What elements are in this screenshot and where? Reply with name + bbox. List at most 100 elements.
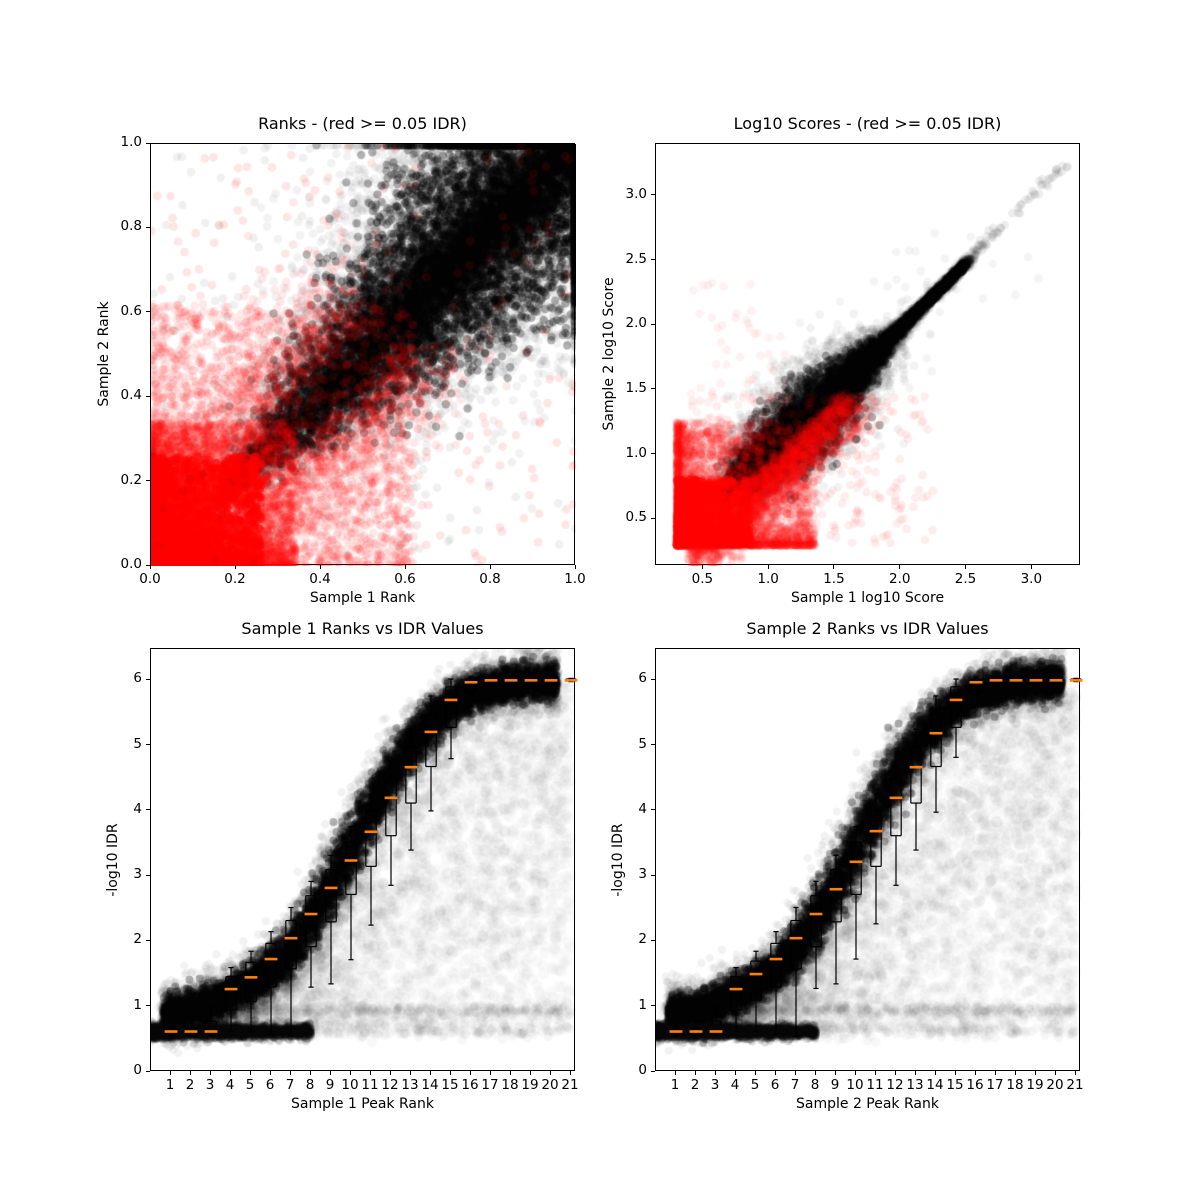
- x-tick-label: 0.4: [309, 571, 331, 587]
- x-tick-label: 15: [946, 1077, 964, 1093]
- x-tick-label: 1.5: [823, 571, 845, 587]
- x-tick-label: 7: [285, 1077, 295, 1093]
- x-tick-mark: [529, 1071, 531, 1075]
- y-tick-label: 0.5: [625, 509, 647, 526]
- x-tick-mark: [1014, 1071, 1016, 1075]
- x-tick-mark: [189, 1071, 191, 1075]
- x-tick-label: 16: [461, 1077, 479, 1093]
- x-tick-mark: [834, 1071, 836, 1075]
- plot-area: [150, 143, 576, 566]
- plot-area: [655, 648, 1083, 1072]
- plot-area: [655, 143, 1081, 566]
- y-tick-label: 0.0: [120, 556, 142, 572]
- x-tick-label: 21: [561, 1077, 579, 1093]
- x-tick-label: 1.0: [564, 571, 586, 587]
- x-tick-mark: [269, 1071, 271, 1075]
- x-tick-label: 12: [886, 1077, 904, 1093]
- y-tick-label: 5: [638, 735, 647, 752]
- x-tick-mark: [814, 1071, 816, 1075]
- x-tick-mark: [974, 1071, 976, 1075]
- y-tick-mark: [651, 1070, 655, 1072]
- x-tick-mark: [1054, 1071, 1056, 1075]
- y-tick-mark: [651, 194, 655, 196]
- x-tick-label: 7: [790, 1077, 800, 1093]
- x-tick-label: 0.2: [224, 571, 246, 587]
- x-tick-label: 14: [421, 1077, 439, 1093]
- x-tick-mark: [965, 565, 967, 569]
- x-tick-label: 1.0: [757, 571, 779, 587]
- x-tick-label: 4: [730, 1077, 740, 1093]
- x-tick-mark: [549, 1071, 551, 1075]
- plot-area: [150, 648, 578, 1072]
- y-tick-label: 3.0: [625, 185, 647, 202]
- x-tick-mark: [429, 1071, 431, 1075]
- x-tick-mark: [794, 1071, 796, 1075]
- y-axis-label: Sample 2 log10 Score: [601, 277, 617, 431]
- y-tick-label: 2: [133, 931, 142, 948]
- y-tick-mark: [651, 1005, 655, 1007]
- x-tick-label: 2.0: [888, 571, 911, 587]
- y-tick-mark: [651, 744, 655, 746]
- y-axis-label: -log10 IDR: [105, 822, 121, 897]
- x-tick-mark: [934, 1071, 936, 1075]
- x-axis-label: Sample 1 log10 Score: [790, 590, 945, 606]
- plot-title: Ranks - (red >= 0.05 IDR): [258, 114, 467, 133]
- x-tick-label: 12: [381, 1077, 399, 1093]
- y-tick-mark: [146, 395, 150, 397]
- y-tick-label: 1.0: [120, 134, 142, 150]
- x-tick-label: 13: [401, 1077, 419, 1093]
- y-tick-label: 6: [133, 670, 142, 687]
- x-tick-label: 2: [690, 1077, 700, 1093]
- x-tick-label: 9: [830, 1077, 840, 1093]
- x-tick-mark: [249, 1071, 251, 1075]
- x-tick-label: 16: [966, 1077, 984, 1093]
- x-tick-mark: [349, 1071, 351, 1075]
- x-tick-label: 20: [541, 1077, 559, 1093]
- x-tick-mark: [319, 565, 321, 569]
- y-tick-mark: [146, 678, 150, 680]
- scatter-canvas: [656, 144, 1081, 566]
- x-tick-label: 6: [265, 1077, 275, 1093]
- x-tick-label: 9: [325, 1077, 335, 1093]
- y-tick-label: 0.2: [120, 471, 142, 488]
- plot-title: Sample 2 Ranks vs IDR Values: [746, 619, 989, 638]
- x-tick-label: 0.8: [479, 571, 501, 587]
- y-tick-mark: [146, 564, 150, 566]
- x-axis-label: Sample 1 Peak Rank: [291, 1096, 434, 1112]
- x-tick-mark: [914, 1071, 916, 1075]
- x-tick-mark: [734, 1071, 736, 1075]
- x-tick-label: 5: [750, 1077, 760, 1093]
- y-tick-mark: [146, 226, 150, 228]
- subplot-log10-scores: Log10 Scores - (red >= 0.05 IDR) Sample …: [601, 114, 1081, 606]
- y-tick-mark: [651, 678, 655, 680]
- x-tick-label: 10: [341, 1077, 359, 1093]
- x-tick-label: 17: [481, 1077, 499, 1093]
- x-tick-mark: [1030, 565, 1032, 569]
- y-tick-label: 3: [133, 866, 142, 883]
- y-tick-label: 4: [638, 800, 647, 817]
- x-tick-mark: [1034, 1071, 1036, 1075]
- y-tick-mark: [651, 259, 655, 260]
- y-tick-mark: [651, 388, 655, 390]
- x-tick-mark: [509, 1071, 511, 1075]
- x-tick-label: 2: [185, 1077, 195, 1093]
- y-tick-mark: [651, 323, 655, 325]
- y-tick-label: 1.5: [625, 379, 647, 396]
- subplot-sample1-idr: Sample 1 Ranks vs IDR Values -log10 IDR …: [105, 619, 579, 1112]
- x-tick-mark: [899, 565, 901, 569]
- y-tick-label: 3: [638, 866, 647, 883]
- x-tick-mark: [229, 1071, 231, 1075]
- x-tick-label: 1: [165, 1077, 175, 1093]
- x-tick-mark: [329, 1071, 331, 1075]
- x-tick-mark: [894, 1071, 896, 1075]
- x-tick-mark: [574, 565, 576, 569]
- scatter-canvas: [656, 649, 1081, 1072]
- x-tick-label: 11: [866, 1077, 884, 1093]
- y-tick-mark: [146, 809, 150, 811]
- x-tick-mark: [169, 1071, 171, 1075]
- x-tick-label: 19: [1026, 1077, 1044, 1093]
- x-tick-label: 10: [846, 1077, 864, 1093]
- x-tick-label: 3: [205, 1077, 215, 1093]
- x-tick-mark: [701, 565, 703, 569]
- plot-title: Log10 Scores - (red >= 0.05 IDR): [733, 114, 1002, 133]
